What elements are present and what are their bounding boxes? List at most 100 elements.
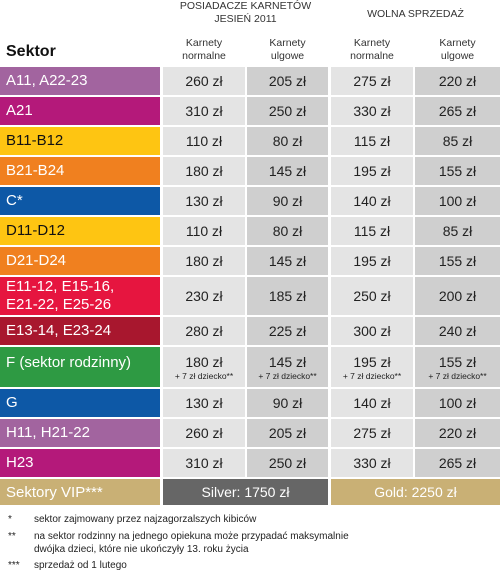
table-row: G 130 zł 90 zł 140 zł 100 zł <box>0 389 500 417</box>
table-row: A11, A22-23 260 zł 205 zł 275 zł 220 zł <box>0 67 500 95</box>
group-header-line1: POSIADACZE KARNETÓW <box>179 0 312 12</box>
price-cell: 145 zł <box>247 247 328 275</box>
sector-label-text: D21-D24 <box>6 252 67 269</box>
price-cell: 265 zł <box>415 449 500 477</box>
price-cell: 110 zł <box>163 127 245 155</box>
sector-label: A11, A22-23 <box>0 67 160 95</box>
table-row: B11-B12 110 zł 80 zł 115 zł 85 zł <box>0 127 500 155</box>
sector-label: H11, H21-22 <box>0 419 160 447</box>
price-cell: 250 zł <box>247 449 328 477</box>
sector-label-text: H23 <box>6 454 34 471</box>
price-cell: 155 zł <box>415 247 500 275</box>
price-cell: 330 zł <box>331 449 413 477</box>
price-cell: 310 zł <box>163 97 245 125</box>
price-cell: 260 zł <box>163 67 245 95</box>
sector-label-text: C* <box>6 192 23 209</box>
col-header-line: Karnety <box>353 37 391 49</box>
col-header-normal-2: Karnety normalne <box>331 37 413 65</box>
table-row: D21-D24 180 zł 145 zł 195 zł 155 zł <box>0 247 500 275</box>
price-value: 195 zł <box>353 353 391 370</box>
group-header-line2: JESIEŃ 2011 <box>214 13 277 25</box>
sector-label-text: A21 <box>6 102 33 119</box>
price-cell: 275 zł <box>331 419 413 447</box>
footnote-mark: ** <box>8 531 16 542</box>
table-row: E13-14, E23-24 280 zł 225 zł 300 zł 240 … <box>0 317 500 345</box>
sector-label: E11-12, E15-16, E21-22, E25-26 <box>0 277 160 315</box>
price-cell: 180 zł <box>163 247 245 275</box>
price-cell: 115 zł <box>331 217 413 245</box>
col-header-line: normalne <box>350 50 394 62</box>
price-value: 155 zł <box>438 353 477 370</box>
price-cell: 230 zł <box>163 277 245 315</box>
sector-label-text: F (sektor rodzinny) <box>6 354 132 371</box>
table-row: A21 310 zł 250 zł 330 zł 265 zł <box>0 97 500 125</box>
col-header-line: normalne <box>182 50 226 62</box>
group-header-line1: WOLNA SPRZEDAŻ <box>367 8 464 20</box>
price-cell: 180 zł + 7 zł dziecko** <box>163 347 245 387</box>
col-header-normal-1: Karnety normalne <box>163 37 245 65</box>
sector-label-line: E11-12, E15-16, <box>6 278 115 295</box>
vip-gold-price: Gold: 2250 zł <box>331 479 500 505</box>
child-surcharge-note: + 7 zł dziecko** <box>342 370 402 381</box>
sector-label: F (sektor rodzinny) <box>0 347 160 387</box>
price-cell: 180 zł <box>163 157 245 185</box>
price-cell: 220 zł <box>415 67 500 95</box>
price-cell: 195 zł <box>331 157 413 185</box>
footnote: ** na sektor rodzinny na jednego opiekuna… <box>8 530 364 556</box>
col-header-line: ulgowe <box>270 50 305 62</box>
table-row: F (sektor rodzinny) 180 zł + 7 zł dzieck… <box>0 347 500 387</box>
sector-label-text: E13-14, E23-24 <box>6 322 112 339</box>
price-cell: 195 zł + 7 zł dziecko** <box>331 347 413 387</box>
price-cell: 220 zł <box>415 419 500 447</box>
price-cell: 100 zł <box>415 389 500 417</box>
table-row: D11-D12 110 zł 80 zł 115 zł 85 zł <box>0 217 500 245</box>
sector-label: A21 <box>0 97 160 125</box>
footnote-mark: *** <box>8 560 20 571</box>
price-cell: 265 zł <box>415 97 500 125</box>
sector-column-header: Sektor <box>6 43 56 60</box>
child-surcharge-note: + 7 zł dziecko** <box>428 370 487 381</box>
price-cell: 100 zł <box>415 187 500 215</box>
price-cell: 145 zł + 7 zł dziecko** <box>247 347 328 387</box>
price-cell: 250 zł <box>247 97 328 125</box>
sector-label: C* <box>0 187 160 215</box>
child-surcharge-note: + 7 zł dziecko** <box>258 370 317 381</box>
footnote-mark: * <box>8 514 12 525</box>
sector-label-text: B21-B24 <box>6 162 65 179</box>
sector-label-text: H11, H21-22 <box>6 424 90 441</box>
price-cell: 185 zł <box>247 277 328 315</box>
vip-sector-label: Sektory VIP*** <box>0 479 160 505</box>
price-cell: 330 zł <box>331 97 413 125</box>
price-cell: 225 zł <box>247 317 328 345</box>
price-cell: 250 zł <box>331 277 413 315</box>
price-cell: 200 zł <box>415 277 500 315</box>
sector-label: H23 <box>0 449 160 477</box>
vip-silver-price: Silver: 1750 zł <box>163 479 328 505</box>
price-cell: 260 zł <box>163 419 245 447</box>
child-surcharge-note: + 7 zł dziecko** <box>174 370 234 381</box>
price-cell: 80 zł <box>247 217 328 245</box>
price-cell: 310 zł <box>163 449 245 477</box>
table-row: H11, H21-22 260 zł 205 zł 275 zł 220 zł <box>0 419 500 447</box>
price-cell: 90 zł <box>247 389 328 417</box>
col-header-reduced-2: Karnety ulgowe <box>415 37 500 65</box>
footnote-text: sprzedaż od 1 lutego <box>34 560 127 571</box>
sector-label-text: D11-D12 <box>6 222 65 239</box>
col-header-line: Karnety <box>185 37 223 49</box>
price-cell: 300 zł <box>331 317 413 345</box>
price-cell: 85 zł <box>415 217 500 245</box>
price-cell: 195 zł <box>331 247 413 275</box>
sector-label: D21-D24 <box>0 247 160 275</box>
table-row: E11-12, E15-16, E21-22, E25-26 230 zł 18… <box>0 277 500 315</box>
price-cell: 115 zł <box>331 127 413 155</box>
col-header-line: Karnety <box>269 37 306 49</box>
price-cell: 90 zł <box>247 187 328 215</box>
price-cell: 130 zł <box>163 187 245 215</box>
footnote-text: na sektor rodzinny na jednego opiekuna m… <box>34 531 349 555</box>
sector-label-text: A11, A22-23 <box>6 72 88 89</box>
footnote-text: sektor zajmowany przez najzagorzalszych … <box>34 514 257 525</box>
sector-label: G <box>0 389 160 417</box>
table-row: H23 310 zł 250 zł 330 zł 265 zł <box>0 449 500 477</box>
sector-label: B21-B24 <box>0 157 160 185</box>
price-cell: 155 zł <box>415 157 500 185</box>
